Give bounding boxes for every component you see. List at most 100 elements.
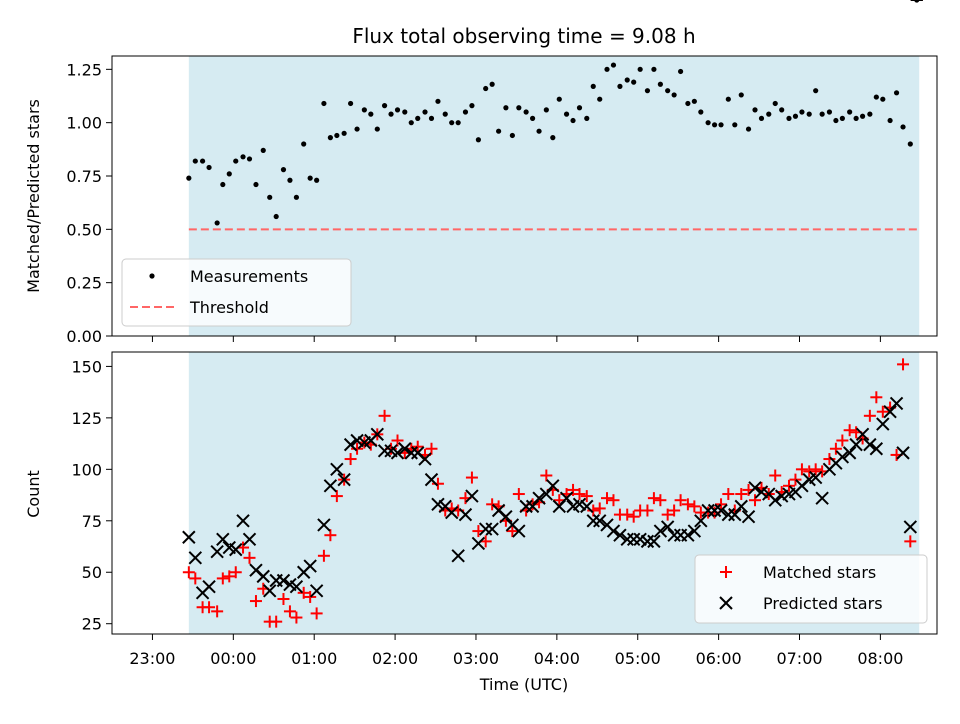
chart-title: Flux total observing time = 9.08 h [352,24,695,48]
top-y-ticks: 0.00 0.25 0.50 0.75 1.00 1.25 [66,60,112,346]
measurement-point [657,81,663,87]
measurement-point [469,103,475,109]
legend-matched-label: Matched stars [763,563,876,582]
measurement-point [374,126,380,132]
measurement-point [348,100,354,107]
predicted-star-point [458,507,473,522]
measurement-point [543,107,549,113]
measurement-point [536,128,542,134]
predicted-star-point [424,472,439,487]
matched-star-point [668,504,681,517]
matched-star-point [681,498,694,511]
measurement-point [287,177,293,183]
matched-star-point [654,494,667,507]
measurement-point [550,135,556,141]
matched-star-point [688,500,701,513]
predicted-star-point [337,472,351,487]
predicted-star-point [647,534,661,549]
legend-predicted-marker [719,596,733,610]
predicted-star-point [701,503,715,518]
y-tick-label: 0.50 [66,220,102,239]
predicted-star-point [768,493,782,507]
measurement-point [368,111,374,117]
predicted-star-point [842,446,857,460]
predicted-star-point [182,530,196,544]
measurement-point [637,66,643,72]
matched-star-point [512,488,525,501]
measurement-point [220,181,226,188]
predicted-star-point [236,514,250,528]
matched-star-point [789,473,802,486]
predicted-star-point [849,437,863,452]
measurement-point [563,111,570,117]
predicted-star-point [525,499,540,514]
predicted-star-point [276,573,291,588]
bottom-y-ticks: 25 50 75 100 125 150 [71,357,112,634]
matched-star-point [647,492,660,505]
measurement-point [799,109,805,115]
predicted-star-point [694,514,708,528]
measurement-point [475,137,481,143]
y-tick-label: 125 [71,409,102,428]
predicted-star-point [444,505,459,520]
matched-star-point [735,488,748,501]
predicted-star-point [330,462,344,477]
matched-star-point [795,463,808,476]
measurement-point [671,92,677,98]
measurement-point [509,132,515,139]
measurement-point [678,68,684,75]
bottom-legend-box [694,554,928,624]
matched-star-point [223,570,236,583]
measurement-point [617,83,623,89]
measurement-point [233,158,239,164]
bottom-y-axis-label: Count [24,470,43,518]
predicted-star-point [889,396,904,411]
matched-star-point [587,504,600,517]
predicted-star-point [606,524,621,538]
measurement-point [301,141,307,147]
y-tick-label: 150 [71,357,102,376]
predicted-star-point [721,507,736,522]
top-legend: Measurements Threshold [121,258,352,327]
measurement-point [321,100,327,107]
matched-star-point [283,605,296,618]
matched-star-point [344,453,357,466]
predicted-star-point [309,584,324,598]
predicted-star-point [863,437,877,452]
measurement-point [604,66,610,72]
matched-star-point [304,590,317,603]
matched-star-point [203,601,216,614]
predicted-star-point [640,534,655,549]
measurement-point [732,122,738,128]
measurement-point [408,120,414,126]
predicted-star-point [499,509,513,524]
measurement-point [813,88,819,94]
matched-star-point [324,529,337,542]
measurement-point [529,115,536,121]
measurement-point [435,98,441,104]
matched-star-point [189,572,202,585]
predicted-star-point [242,532,257,547]
measurement-point [206,164,212,171]
predicted-star-point [681,528,695,542]
measurement-point [651,66,657,72]
matched-star-point [641,504,654,517]
matched-star-point [330,490,343,503]
predicted-star-point [667,528,681,542]
predicted-star-point [808,470,823,485]
y-tick-label: 0.75 [66,167,102,186]
measurement-point [631,79,637,85]
x-tick-label: 00:00 [210,649,256,668]
matched-star-point [216,572,229,585]
predicted-star-point [748,481,762,495]
legend-measurements-marker [149,273,155,279]
measurement-point [293,194,300,200]
measurement-point [381,103,388,109]
predicted-star-point [370,427,385,442]
measurement-point [887,117,893,124]
predicted-star-point [734,499,748,514]
measurement-point [280,167,287,173]
matched-star-point [317,549,330,562]
matched-star-point [486,498,499,511]
